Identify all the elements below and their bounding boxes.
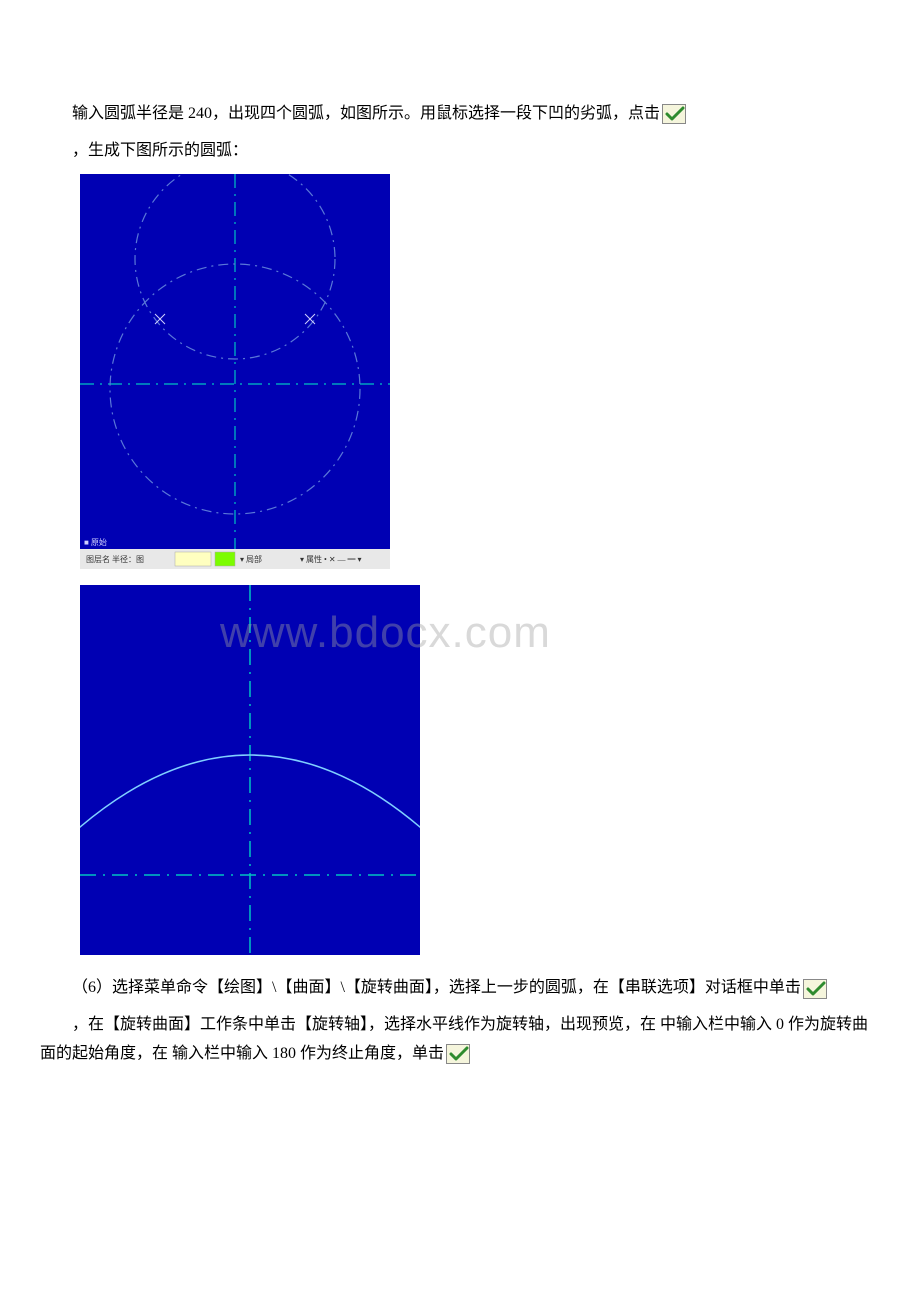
paragraph-1: 输入圆弧半径是 240，出现四个圆弧，如图所示。用鼠标选择一段下凹的劣弧，点击 [40, 100, 880, 129]
check-icon [662, 104, 686, 124]
figure-2 [80, 585, 420, 955]
p3-text: （6）选择菜单命令【绘图】\【曲面】\【旋转曲面】，选择上一步的圆弧，在【串联选… [72, 979, 801, 996]
paragraph-3: （6）选择菜单命令【绘图】\【曲面】\【旋转曲面】，选择上一步的圆弧，在【串联选… [40, 974, 880, 1003]
figure-1: ■ 原始 图层名 半径：图 ▾ 局部 ▾ 属性 • ✕ — ━ ▾ [80, 174, 880, 580]
svg-text:▾ 局部: ▾ 局部 [240, 554, 262, 564]
figure-2-wrap: www.bdocx.com [80, 585, 880, 966]
check-icon [446, 1044, 470, 1064]
p2-text: ，生成下图所示的圆弧： [72, 142, 248, 159]
check-icon [803, 979, 827, 999]
paragraph-4: ，在【旋转曲面】工作条中单击【旋转轴】，选择水平线作为旋转轴，出现预览，在 中输… [40, 1011, 880, 1069]
svg-text:■ 原始: ■ 原始 [84, 537, 107, 547]
svg-text:▾ 属性 • ✕ — ━ ▾: ▾ 属性 • ✕ — ━ ▾ [300, 554, 362, 564]
p1-text: 输入圆弧半径是 240，出现四个圆弧，如图所示。用鼠标选择一段下凹的劣弧，点击 [72, 105, 660, 122]
paragraph-2: ，生成下图所示的圆弧： [40, 137, 880, 166]
svg-text:图层名 半径：图: 图层名 半径：图 [86, 554, 144, 564]
